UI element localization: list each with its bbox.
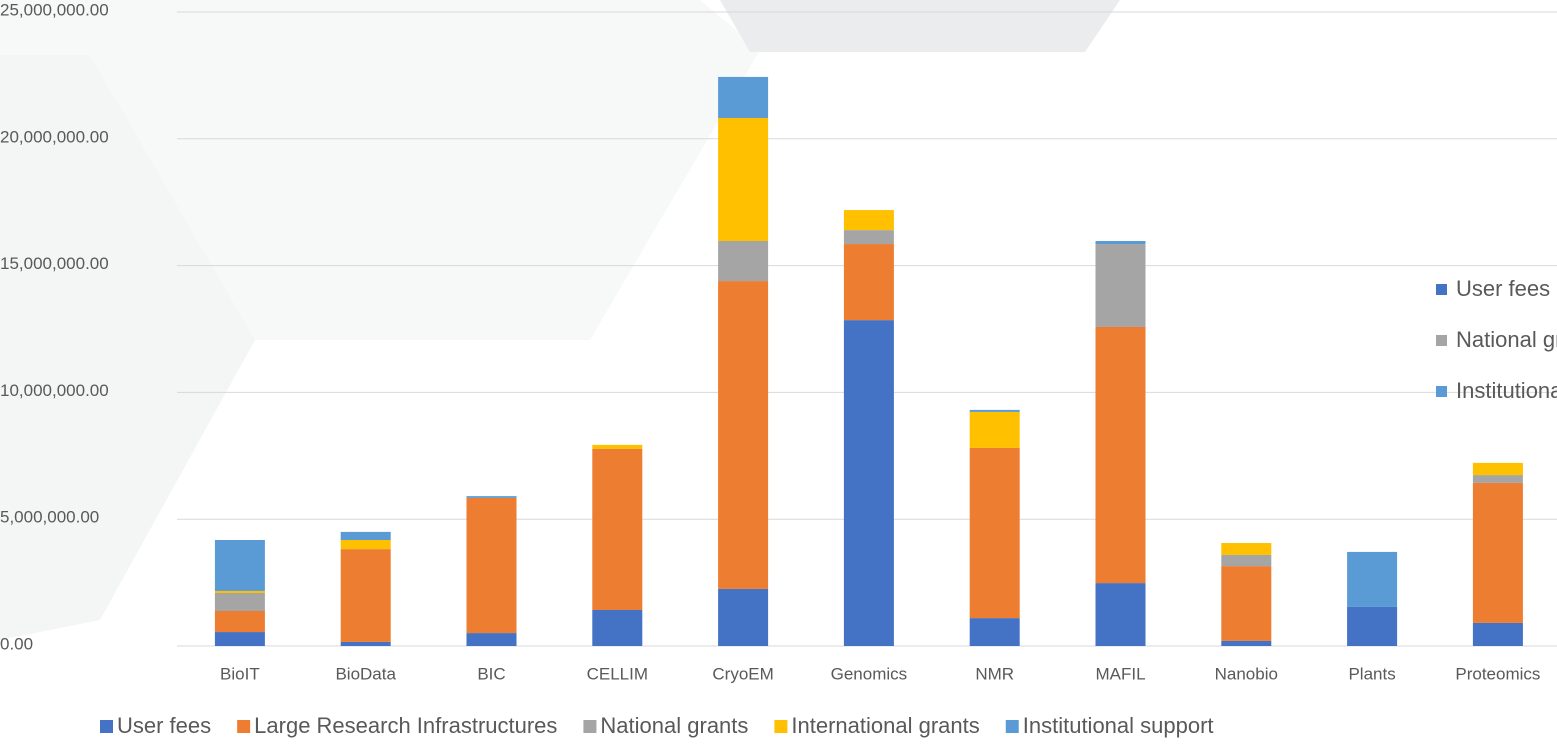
bar-segment — [969, 411, 1020, 448]
bar-segment — [1095, 244, 1146, 327]
bar-segment — [340, 641, 391, 646]
x-tick-label: BioIT — [220, 664, 260, 683]
bar-segment — [969, 447, 1020, 619]
x-tick-label: Nanobio — [1215, 664, 1278, 683]
bar-segment — [1095, 326, 1146, 584]
bar-segment — [466, 496, 517, 498]
bar-segment — [969, 409, 1020, 412]
bar-segment — [843, 320, 894, 646]
bar-segment — [718, 241, 769, 282]
y-tick-label: 15,000,000.00 — [0, 254, 109, 273]
legend-swatch — [237, 720, 251, 733]
x-tick-label: CELLIM — [587, 664, 648, 683]
bar-segment — [466, 633, 517, 646]
x-tick-label: CryoEM — [712, 664, 773, 683]
legend-label: National grants — [1456, 327, 1557, 352]
bar-segment — [1221, 640, 1272, 646]
bar-segment — [340, 539, 391, 550]
background-shapes — [0, 0, 1120, 640]
legend-swatch — [1436, 386, 1447, 397]
bar-segment — [592, 444, 643, 449]
x-tick-label: NMR — [975, 664, 1014, 683]
bar-segment — [843, 210, 894, 231]
y-tick-label: 10,000,000.00 — [0, 381, 109, 400]
y-tick-label: 20,000,000.00 — [0, 127, 109, 146]
legend-label: User fees — [1456, 276, 1550, 301]
x-tick-label: MAFIL — [1095, 664, 1145, 683]
bar-segment — [592, 609, 643, 646]
y-tick-label: 25,000,000.00 — [0, 0, 109, 19]
x-tick-label: BIC — [477, 664, 505, 683]
legend-label: Institutional support — [1456, 378, 1557, 403]
bar-segment — [466, 497, 517, 634]
bar-segment — [718, 588, 769, 646]
y-tick-label: 5,000,000.00 — [0, 508, 99, 527]
bar-segment — [592, 448, 643, 610]
legend-label: Institutional support — [1023, 713, 1214, 738]
x-tick-label: Genomics — [831, 664, 908, 683]
legend-label: User fees — [117, 713, 211, 738]
bar-segment — [1472, 475, 1523, 483]
x-tick-label: BioData — [335, 664, 396, 683]
bar-segment — [1221, 566, 1272, 641]
bar-segment — [340, 549, 391, 642]
bar-segment — [214, 632, 265, 646]
bar-segment — [1347, 551, 1398, 607]
bar-segment — [843, 230, 894, 245]
legend-swatch — [100, 720, 113, 733]
bar-segment — [214, 592, 265, 612]
hexagon — [0, 55, 255, 640]
legend-label: Large Research Infrastructures — [254, 713, 557, 738]
bar-segment — [214, 590, 265, 593]
legend-swatch — [774, 720, 788, 733]
bar-segment — [843, 244, 894, 321]
x-tick-label: Plants — [1348, 664, 1395, 683]
legend-swatch — [1436, 284, 1447, 295]
x-tick-label: Proteomics — [1455, 664, 1540, 683]
bar-segment — [1472, 622, 1523, 646]
legend-swatch — [1436, 335, 1447, 346]
hexagon — [720, 0, 1120, 52]
bar-segment — [1095, 241, 1146, 245]
bar-segment — [969, 618, 1020, 646]
legend-swatch — [583, 720, 597, 733]
bar-segment — [214, 611, 265, 633]
bar-segment — [1472, 482, 1523, 623]
legend-label: National grants — [600, 713, 748, 738]
bar-segment — [340, 531, 391, 540]
legend-label: International grants — [791, 713, 979, 738]
bar-segment — [718, 281, 769, 589]
bar-segment — [718, 76, 769, 119]
y-tick-label: 0.00 — [0, 634, 33, 653]
bar-segment — [1221, 554, 1272, 567]
bar-segment — [1347, 606, 1398, 646]
bar-segment — [214, 539, 265, 591]
bar-segment — [1095, 583, 1146, 646]
bar-segment — [1221, 543, 1272, 555]
legend-swatch — [1005, 720, 1019, 733]
bar-segment — [1472, 462, 1523, 476]
bar-segment — [718, 118, 769, 242]
hexagon — [0, 0, 760, 340]
